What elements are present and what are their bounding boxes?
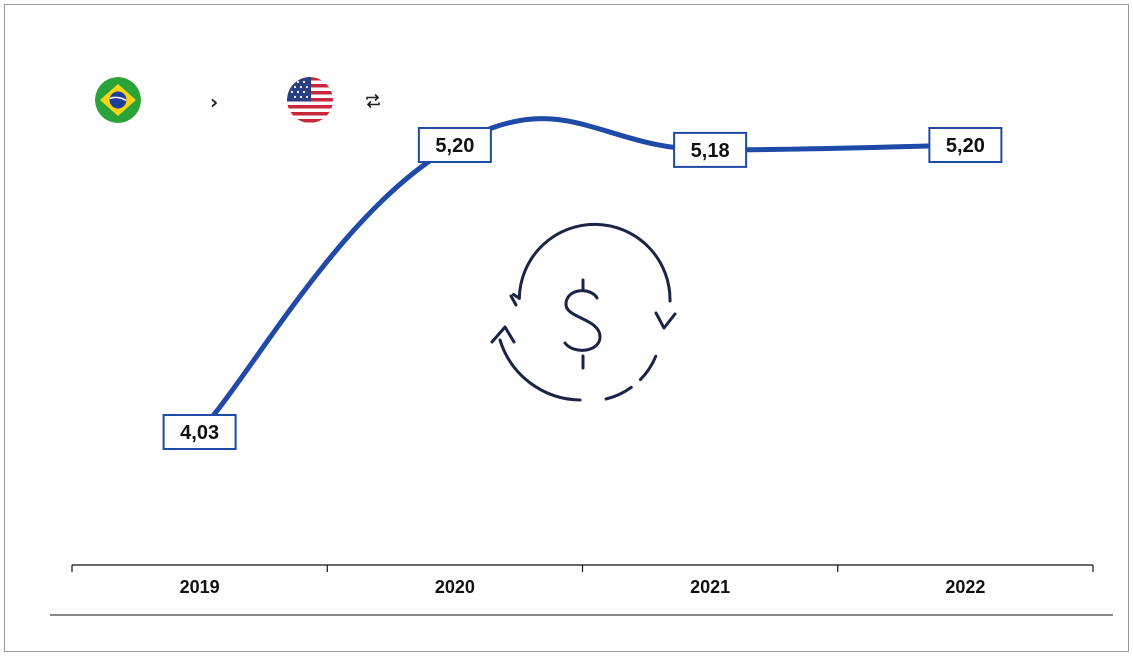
currency-exchange-dollar-icon — [490, 222, 677, 402]
data-label: 5,20 — [928, 127, 1003, 163]
data-label-box — [673, 131, 748, 168]
data-label-text: 5,20 — [946, 135, 985, 157]
data-label-text: 5,20 — [435, 135, 474, 157]
x-axis — [50, 564, 1113, 616]
data-label-text: 4,03 — [180, 422, 219, 444]
data-label-box — [417, 127, 492, 163]
data-label: 5,18 — [673, 131, 748, 168]
x-tick-label: 2022 — [945, 577, 985, 597]
data-label: 4,03 — [162, 414, 237, 450]
data-label: 5,20 — [417, 127, 492, 163]
usa-flag-icon[interactable] — [287, 77, 333, 123]
data-label-text: 5,18 — [691, 140, 730, 162]
chart-frame — [4, 4, 1129, 652]
brazil-flag-icon[interactable] — [95, 77, 141, 123]
data-label-box — [928, 127, 1003, 163]
x-tick-label: 2019 — [180, 577, 220, 597]
series-line — [197, 116, 968, 435]
data-label-box — [162, 414, 237, 450]
chevron-right-icon: › — [210, 90, 219, 114]
x-tick-labels: 2019 2020 2021 2022 — [180, 577, 986, 597]
data-labels: 4,03 5,20 5,18 5,20 — [162, 127, 1003, 450]
plot-area — [197, 116, 968, 435]
x-tick-label: 2021 — [690, 577, 730, 597]
x-tick-label: 2020 — [435, 577, 475, 597]
swap-arrows-icon[interactable] — [364, 92, 382, 115]
